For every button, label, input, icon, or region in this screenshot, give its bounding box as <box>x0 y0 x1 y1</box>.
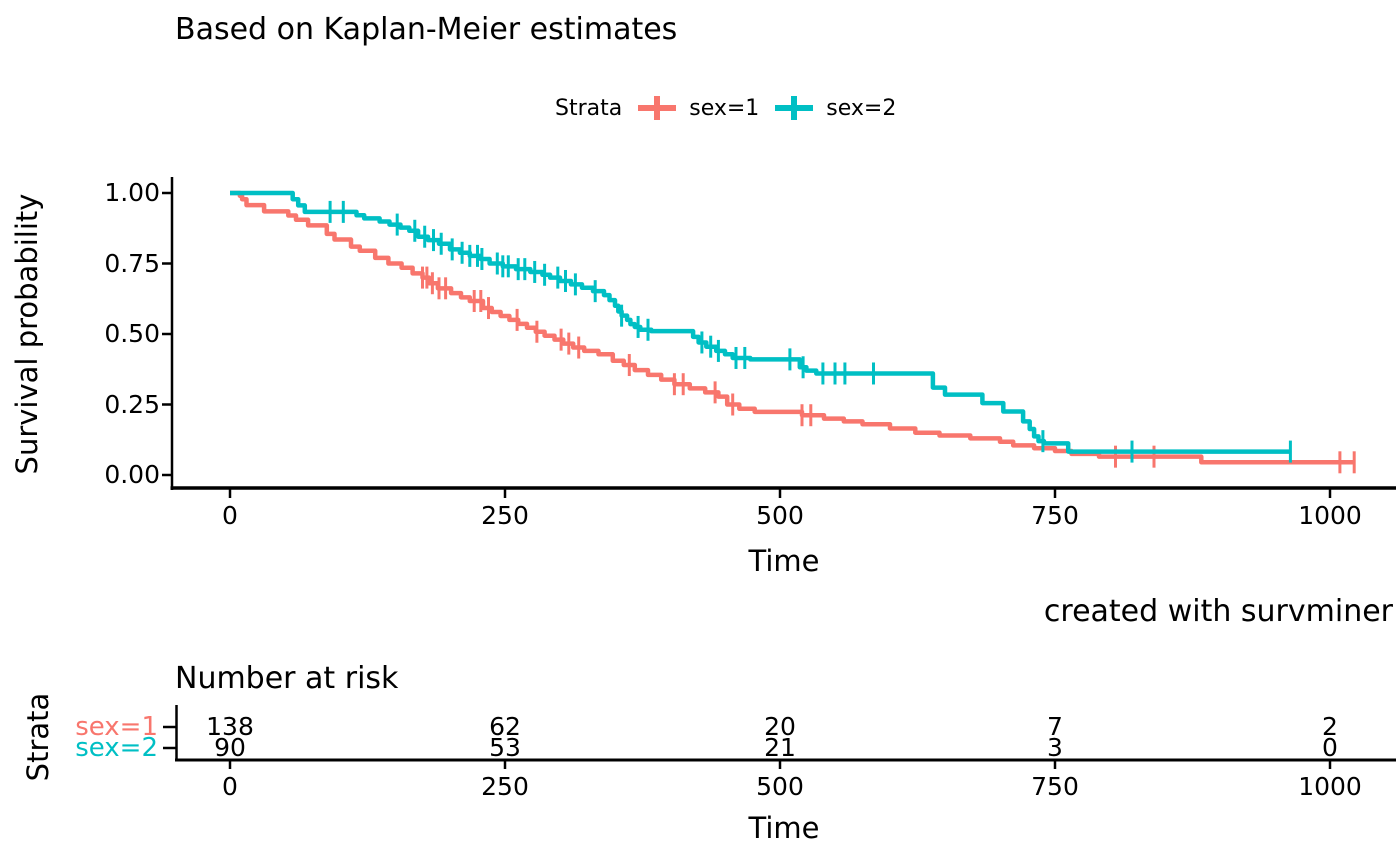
y-tick-label: 0.50 <box>104 319 160 348</box>
risk-x-tick-label: 500 <box>756 772 804 801</box>
risk-count: 7 <box>1047 712 1063 741</box>
risk-row-label-sex-2: sex=2 <box>75 733 158 763</box>
y-tick-label: 0.25 <box>104 389 160 419</box>
risk-count: 3 <box>1047 733 1063 762</box>
x-tick-label: 500 <box>756 501 804 530</box>
survival-curve-sex-2 <box>230 190 1292 454</box>
risk-count: 0 <box>1322 733 1338 762</box>
risk-table-title: Number at risk <box>175 661 399 696</box>
survival-curve-sex-1 <box>230 190 1355 465</box>
censor-ticks-sex-1 <box>421 266 1356 474</box>
legend-label-sex1: sex=1 <box>689 95 760 121</box>
risk-count: 90 <box>214 733 246 762</box>
legend: Strata sex=1 sex=2 <box>555 90 896 126</box>
plus-marker-icon <box>638 94 677 122</box>
legend-label-sex2: sex=2 <box>826 95 897 121</box>
risk-x-tick-label: 750 <box>1031 772 1079 801</box>
censor-ticks-sex-2 <box>328 200 1292 463</box>
x-tick-label: 750 <box>1031 501 1079 530</box>
plot-caption: created with survminer <box>1043 594 1393 629</box>
risk-count: 21 <box>764 733 796 762</box>
risk-row-label-sex-1: sex=1 <box>75 712 158 742</box>
legend-title: Strata <box>555 95 623 121</box>
x-axis-title: Time <box>748 544 820 578</box>
risk-count: 2 <box>1322 712 1338 741</box>
risk-count: 138 <box>206 712 254 741</box>
risk-x-tick-label: 250 <box>481 772 529 801</box>
y-tick-label: 1.00 <box>104 178 160 207</box>
risk-count: 53 <box>489 733 521 762</box>
plus-marker-icon <box>775 94 814 122</box>
legend-entry-sex1: sex=1 <box>638 94 759 122</box>
risk-count: 62 <box>489 712 521 741</box>
risk-x-axis-title: Time <box>748 811 820 845</box>
page-title: Based on Kaplan-Meier estimates <box>175 12 678 47</box>
risk-count: 20 <box>764 712 796 741</box>
y-axis-title: Survival probability <box>10 193 44 475</box>
x-tick-label: 1000 <box>1298 501 1362 530</box>
x-tick-label: 250 <box>481 501 529 530</box>
y-tick-label: 0.75 <box>104 248 160 278</box>
y-tick-label: 0.00 <box>104 460 160 489</box>
x-tick-label: 0 <box>222 501 238 530</box>
risk-x-tick-label: 1000 <box>1298 772 1362 801</box>
risk-x-tick-label: 0 <box>222 772 238 801</box>
legend-entry-sex2: sex=2 <box>775 94 896 122</box>
